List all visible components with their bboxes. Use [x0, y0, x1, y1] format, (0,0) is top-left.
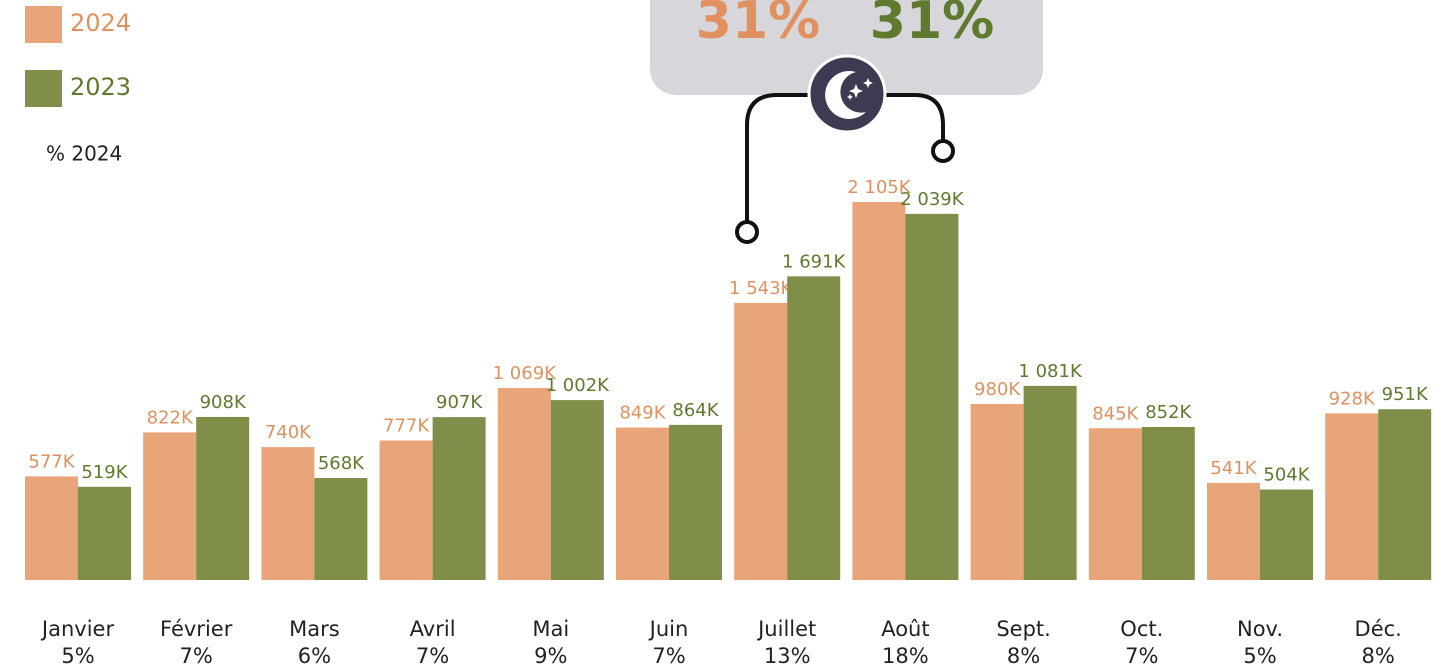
share-label: 5%	[1243, 644, 1276, 668]
share-label: 18%	[882, 644, 929, 668]
legend-label: 2023	[70, 73, 131, 101]
x-tick-label: Août	[881, 617, 929, 641]
x-tick-label: Février	[160, 617, 233, 641]
value-label: 519K	[81, 462, 128, 483]
value-label: 541K	[1210, 458, 1257, 479]
value-label: 2 039K	[900, 189, 965, 210]
value-label: 504K	[1263, 464, 1310, 485]
value-label: 1 691K	[782, 251, 847, 272]
value-label: 1 002K	[546, 375, 611, 396]
share-label: 7%	[1125, 644, 1158, 668]
bar	[970, 404, 1024, 580]
legend-label: 2024	[70, 9, 131, 37]
value-label: 864K	[672, 400, 719, 421]
bar	[905, 213, 959, 580]
callout-value: 31%	[870, 0, 994, 51]
share-label: 9%	[534, 644, 567, 668]
moon-icon	[807, 54, 887, 134]
bar	[1378, 409, 1432, 580]
bar	[261, 447, 315, 580]
share-label: 7%	[652, 644, 685, 668]
value-label: 1 069K	[493, 363, 558, 384]
share-label: 8%	[1007, 644, 1040, 668]
bar	[314, 478, 368, 580]
value-label: 1 081K	[1018, 361, 1083, 382]
value-label: 980K	[974, 379, 1021, 400]
bar	[78, 486, 131, 580]
bar	[143, 432, 197, 580]
share-label: 7%	[180, 644, 213, 668]
value-label: 577K	[28, 451, 75, 472]
value-label: 2 105K	[847, 177, 912, 198]
x-tick-label: Mars	[289, 617, 340, 641]
value-label: 740K	[265, 422, 312, 443]
bar	[1023, 385, 1077, 580]
share-label: 6%	[298, 644, 331, 668]
bar	[1325, 413, 1379, 580]
legend-label: % 2024	[46, 142, 122, 166]
bar	[497, 388, 551, 580]
bar	[379, 440, 433, 580]
value-label: 907K	[436, 392, 483, 413]
bar	[734, 302, 788, 580]
value-label: 568K	[318, 453, 365, 474]
x-tick-label: Juillet	[756, 617, 816, 641]
connector-end	[931, 139, 955, 163]
bar	[669, 424, 722, 580]
share-label: 13%	[764, 644, 811, 668]
x-tick-label: Sept.	[996, 617, 1051, 641]
bar	[432, 417, 486, 580]
value-label: 928K	[1329, 388, 1376, 409]
x-tick-label: Mai	[532, 617, 569, 641]
value-label: 852K	[1145, 402, 1192, 423]
connector	[745, 93, 945, 222]
value-label: 908K	[200, 392, 247, 413]
legend-swatch	[25, 6, 62, 43]
bar	[616, 427, 669, 580]
value-label: 777K	[383, 415, 430, 436]
bar	[550, 400, 604, 580]
value-label: 849K	[619, 403, 666, 424]
bar	[25, 476, 78, 580]
share-label: 7%	[416, 644, 449, 668]
x-tick-label: Oct.	[1120, 617, 1163, 641]
bar	[1088, 428, 1142, 580]
callout-value: 31%	[696, 0, 820, 51]
x-tick-label: Juin	[648, 617, 689, 641]
value-label: 951K	[1382, 384, 1429, 405]
x-tick-label: Nov.	[1237, 617, 1283, 641]
x-tick-label: Avril	[410, 617, 456, 641]
legend-swatch	[25, 70, 62, 107]
bar	[1207, 482, 1260, 580]
value-label: 1 543K	[729, 278, 794, 299]
x-tick-label: Janvier	[40, 617, 115, 641]
callout-box	[650, 0, 1043, 95]
moon	[825, 70, 866, 119]
value-label: 845K	[1092, 403, 1139, 424]
stars	[847, 78, 873, 100]
bar	[852, 202, 906, 580]
value-label: 822K	[147, 407, 194, 428]
share-label: 5%	[61, 644, 94, 668]
connector-end	[735, 220, 759, 244]
share-label: 8%	[1362, 644, 1395, 668]
bar	[1141, 427, 1195, 580]
bar	[787, 276, 841, 580]
bar	[196, 416, 250, 580]
x-tick-label: Déc.	[1355, 617, 1402, 641]
bar	[1260, 489, 1313, 580]
